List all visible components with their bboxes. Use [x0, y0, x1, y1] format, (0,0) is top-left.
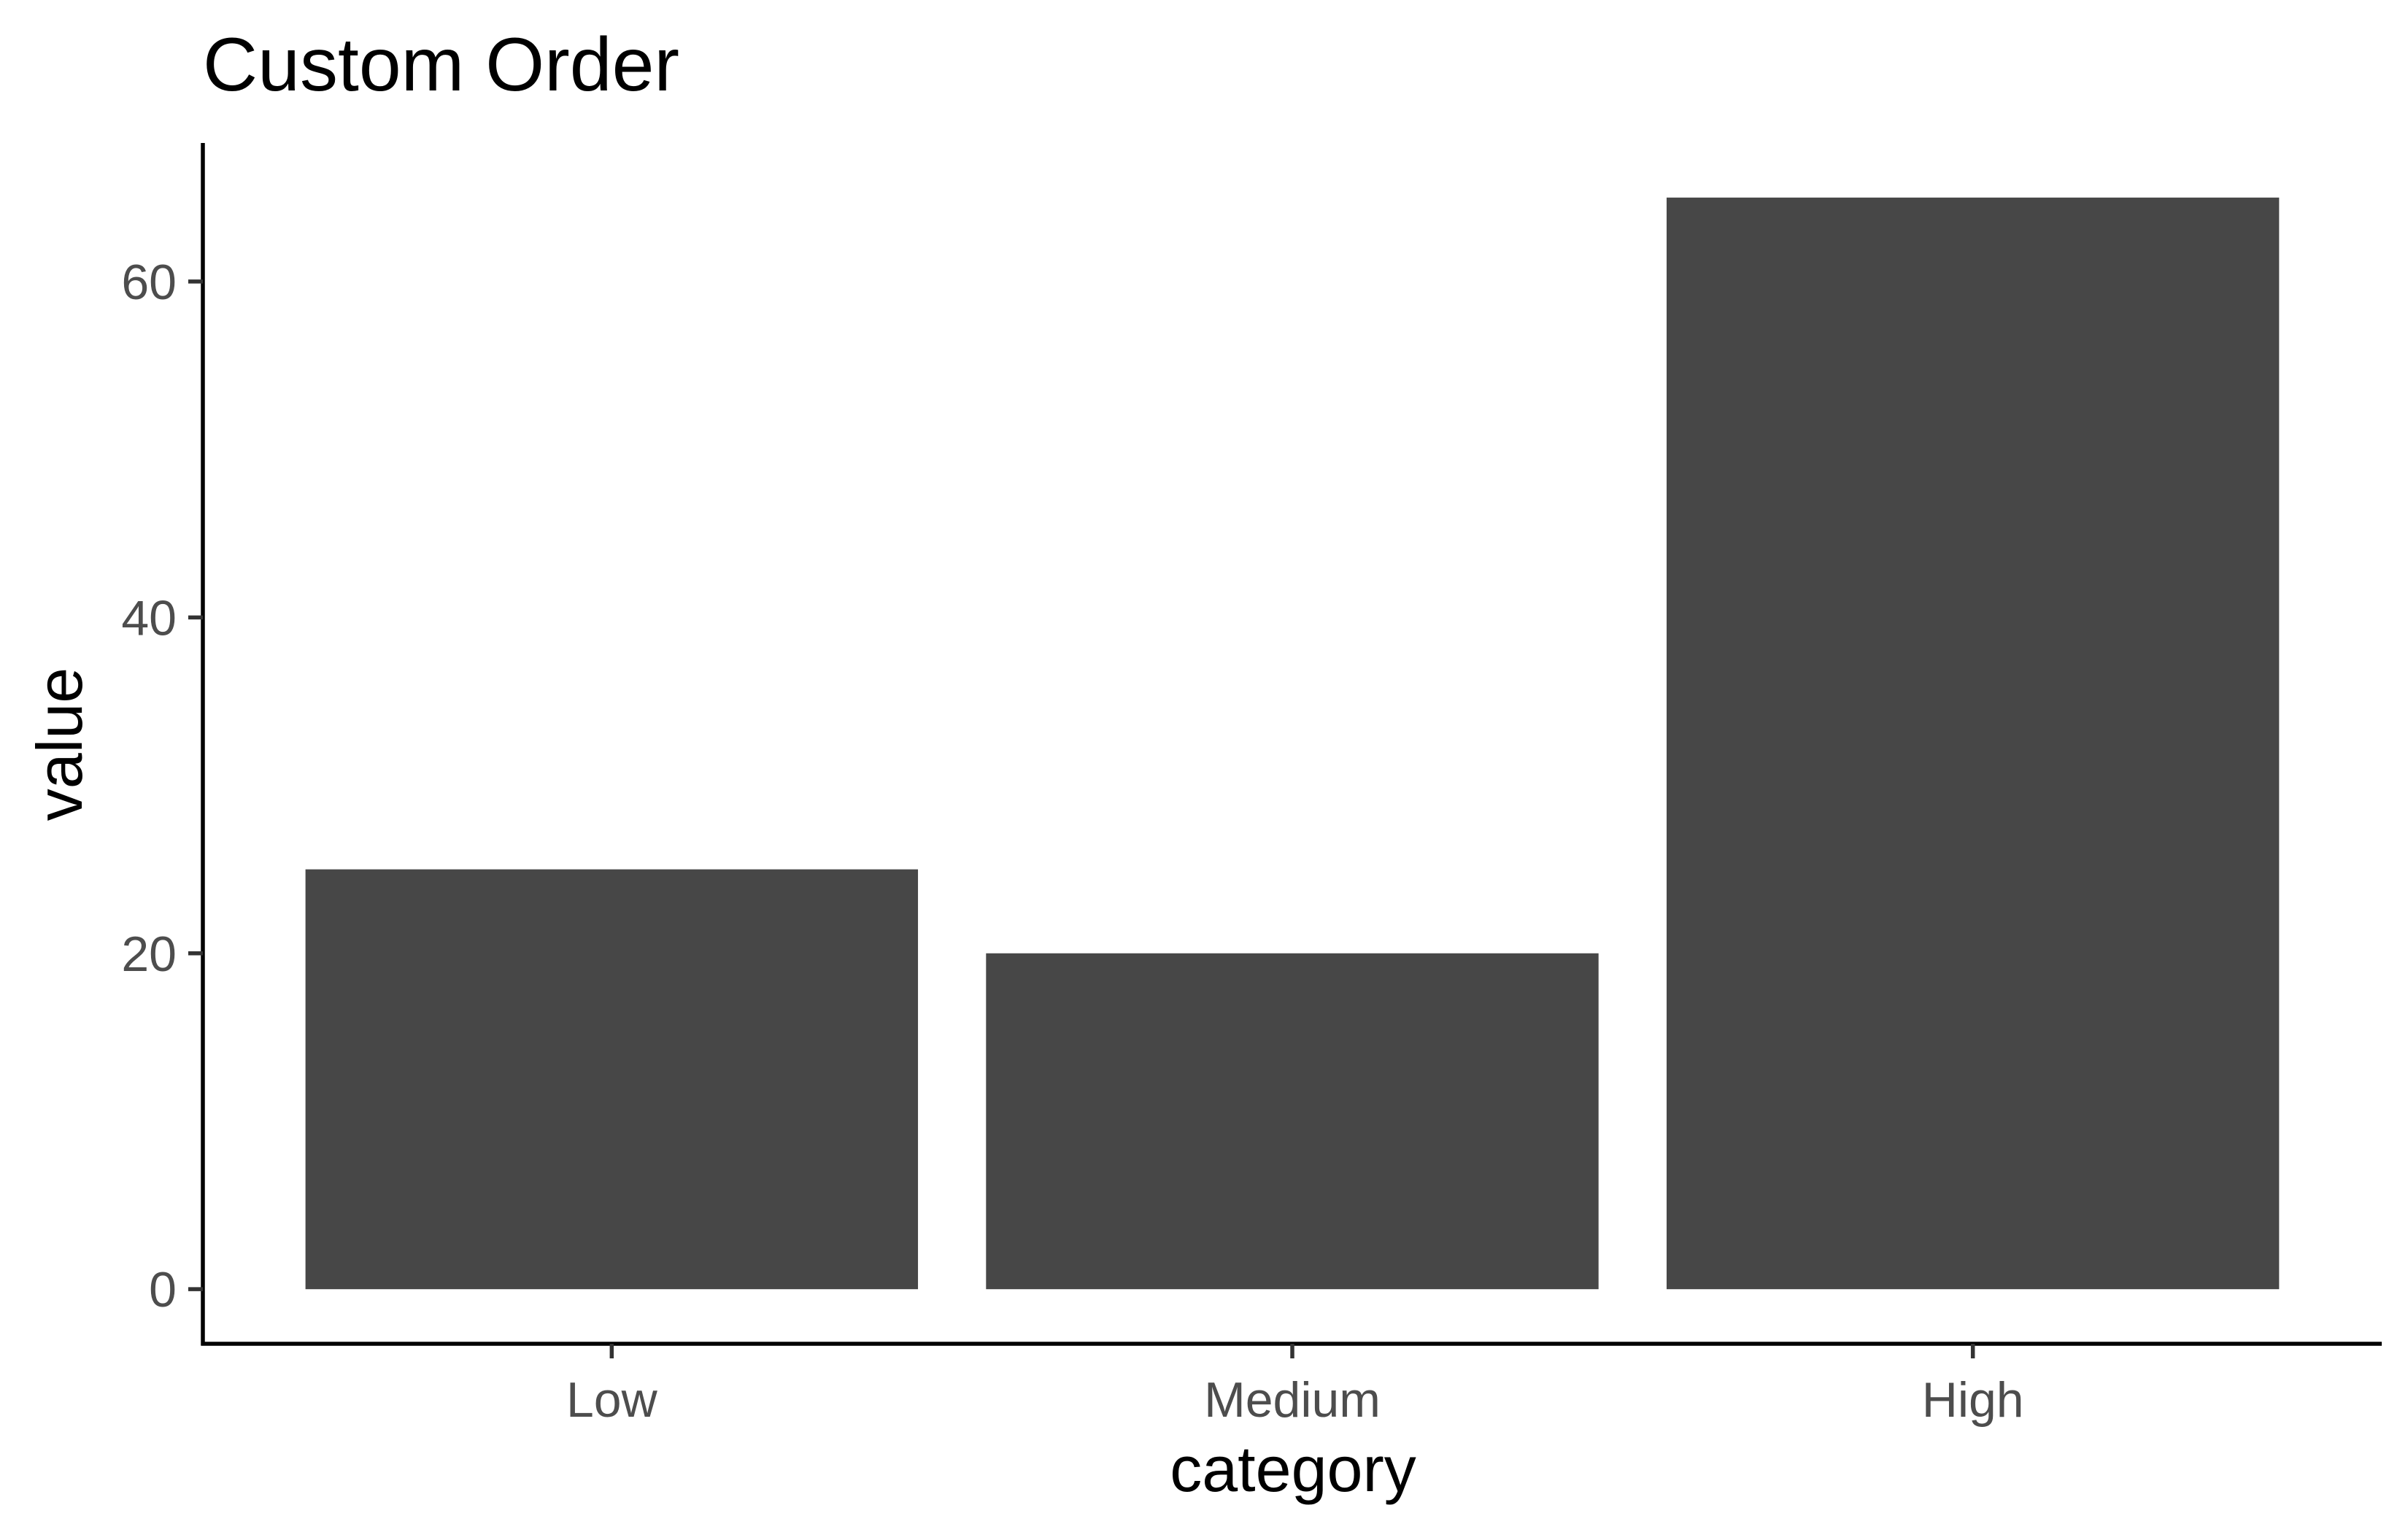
- x-ticks: Low Medium High: [566, 1344, 2024, 1428]
- y-tick-label: 0: [149, 1262, 177, 1318]
- x-tick-label-medium: Medium: [1204, 1372, 1381, 1428]
- y-tick-label: 60: [121, 255, 177, 310]
- bar-high: [1666, 197, 2280, 1290]
- bars-group: [305, 197, 2280, 1290]
- bar-medium: [986, 953, 1599, 1290]
- plot-area: 0 20 40 60 Low Medium High: [121, 143, 2382, 1428]
- y-axis: 0 20 40 60: [121, 143, 205, 1346]
- bar-low: [305, 869, 919, 1290]
- x-tick-label-high: High: [1922, 1372, 2024, 1428]
- chart-title: Custom Order: [203, 23, 679, 107]
- x-tick-label-low: Low: [566, 1372, 658, 1428]
- y-axis-title: value: [23, 668, 96, 821]
- y-tick-label: 40: [121, 590, 177, 646]
- y-tick-label: 20: [121, 926, 177, 982]
- x-axis-title: category: [1170, 1433, 1416, 1505]
- x-axis: Low Medium High: [201, 1342, 2382, 1428]
- y-ticks: 0 20 40 60: [121, 255, 203, 1318]
